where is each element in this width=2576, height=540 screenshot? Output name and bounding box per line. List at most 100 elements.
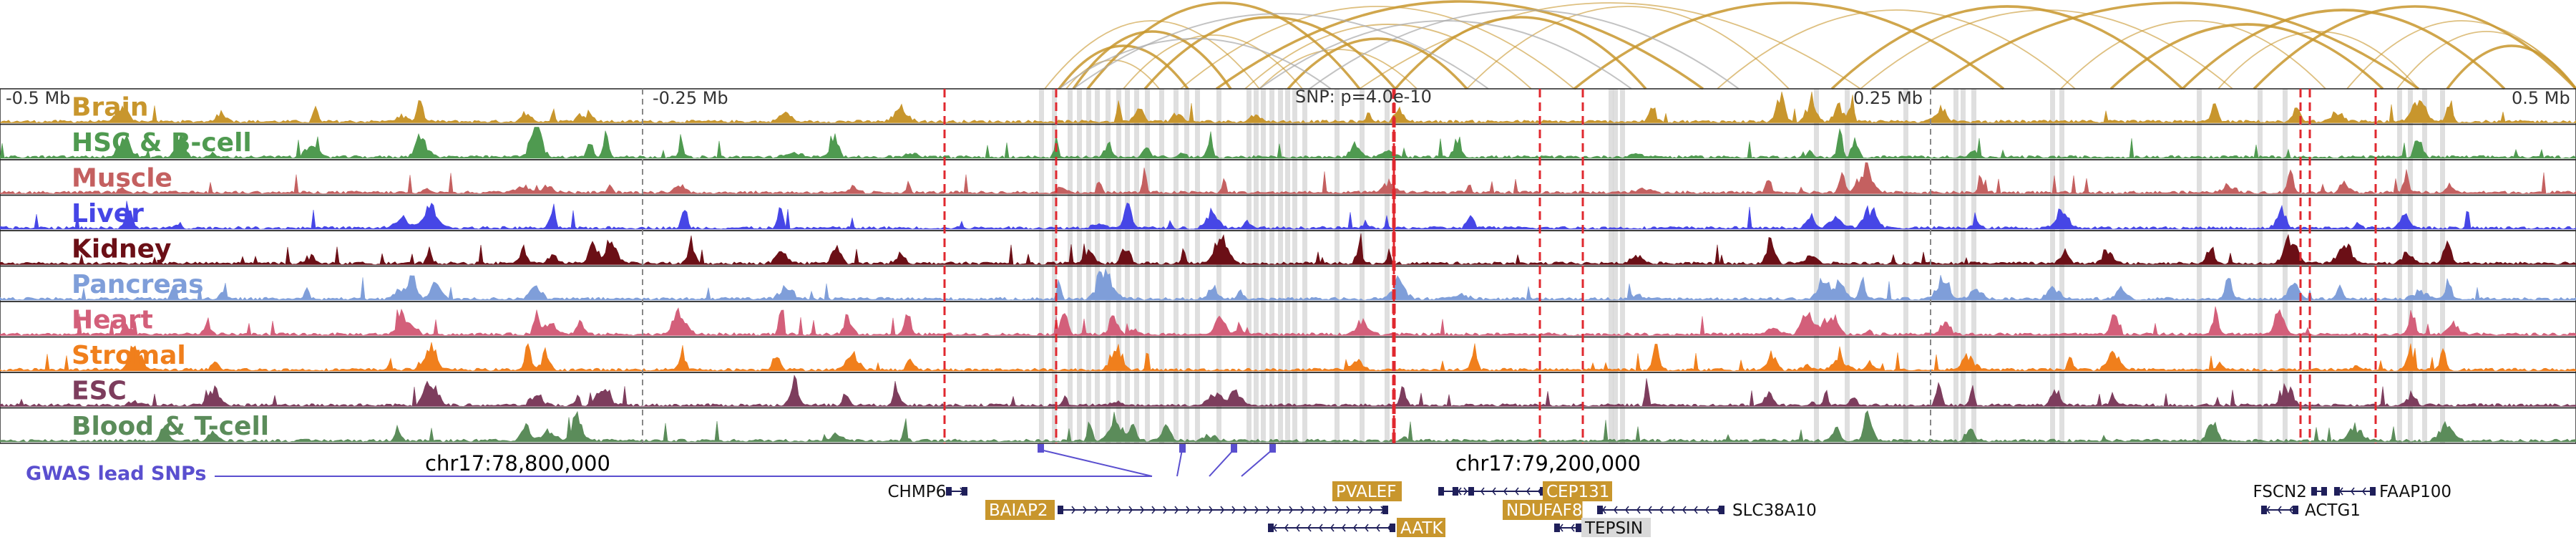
strand-arrow: [1352, 524, 1357, 532]
chromatin-loop: [1466, 6, 1790, 90]
track-signal: [0, 233, 2576, 265]
scale-label-mid-left: -0.25 Mb: [653, 88, 728, 108]
track-7: Stromal: [0, 336, 2576, 373]
strand-arrow: [1330, 524, 1335, 532]
gene-label-faap100: FAAP100: [2379, 483, 2451, 501]
scale-label-right: 0.5 Mb: [2512, 88, 2570, 108]
strand-arrow: [1375, 524, 1380, 532]
strand-arrow: [1659, 506, 1664, 514]
red-marker-lines: [642, 89, 2377, 443]
strand-arrow: [1341, 524, 1346, 532]
scale-bar: -0.5 Mb -0.25 Mb SNP: p=4.0e-10 0.25 Mb …: [6, 87, 2570, 108]
chromatin-loop: [1058, 44, 1189, 90]
track-signal: [0, 306, 2576, 336]
strand-arrow: [1318, 524, 1323, 532]
exon: [946, 487, 952, 496]
gene-label-tepsin: TEPSIN: [1584, 519, 1643, 537]
gene-label-chmp6: CHMP6: [888, 483, 947, 501]
strand-arrow: [1514, 487, 1519, 496]
chromatin-loop: [1180, 6, 1575, 90]
chromatin-loop: [2396, 31, 2576, 90]
track-label: Liver: [72, 199, 144, 228]
strand-arrow: [1295, 524, 1300, 532]
track-signal: [0, 342, 2576, 372]
gene-highlight-box: [1332, 481, 1402, 501]
exon: [2311, 487, 2317, 496]
track-label: Blood & T-cell: [72, 412, 269, 441]
gene-label-slc38a10: SLC38A10: [1732, 501, 1817, 520]
strand-arrow: [1231, 506, 1236, 514]
strand-arrow: [1151, 506, 1156, 514]
strand-arrow: [1209, 506, 1214, 514]
strand-arrow: [1277, 506, 1282, 514]
strand-arrow: [1624, 506, 1629, 514]
strand-arrow: [2288, 506, 2293, 514]
strand-arrow: [1636, 506, 1641, 514]
gene-label-actg1: ACTG1: [2305, 501, 2361, 520]
strand-arrow: [1357, 506, 1362, 514]
exon: [1382, 506, 1388, 514]
track-9: Blood & T-cell: [0, 407, 2576, 444]
track-label: ESC: [72, 377, 127, 406]
gene-highlight-box: [1397, 518, 1445, 538]
strand-arrow: [1128, 506, 1133, 514]
chromatin-loop: [1830, 5, 2184, 90]
exon: [2321, 487, 2327, 496]
strand-arrow: [1289, 506, 1294, 514]
track-label: HSC & B-cell: [72, 128, 252, 158]
strand-arrow: [1312, 506, 1317, 514]
strand-arrow: [1346, 506, 1351, 514]
strand-arrow: [1570, 524, 1575, 532]
strand-arrow: [1480, 487, 1485, 496]
strand-arrow: [1300, 506, 1305, 514]
gwas-snp-marker: [1269, 444, 1276, 453]
exon: [1058, 506, 1063, 514]
gene-label-pvalef: PVALEF: [1336, 483, 1396, 501]
track-signal: [0, 375, 2576, 407]
gwas-snp-marker: [1179, 444, 1186, 453]
strand-arrow: [1117, 506, 1122, 514]
gwas-snp-link: [1241, 449, 1273, 477]
strand-arrow: [2350, 487, 2355, 496]
scale-label-mid-right: 0.25 Mb: [1853, 88, 1923, 108]
scale-label-snp: SNP: p=4.0e-10: [1295, 87, 1432, 107]
strand-arrow: [1335, 506, 1340, 514]
chromatin-loop: [1359, 2, 1861, 90]
strand-arrow: [1094, 506, 1099, 514]
coord-right: chr17:79,200,000: [1455, 451, 1641, 476]
strand-arrow: [1704, 506, 1709, 514]
chromatin-loop: [1717, 9, 2076, 90]
track-signal: [0, 268, 2576, 301]
strand-arrow: [1140, 506, 1145, 514]
strand-arrow: [1266, 506, 1271, 514]
chromatin-loop: [1394, 16, 1647, 90]
strand-arrow: [2361, 487, 2366, 496]
gwas-track: GWAS lead SNPs: [26, 444, 1276, 485]
track-label: Heart: [72, 306, 153, 335]
gwas-snp-marker: [1038, 444, 1044, 453]
exon: [1719, 506, 1724, 514]
track-label: Pancreas: [72, 270, 204, 299]
gwas-snp-marker: [1231, 444, 1237, 453]
chromatin-loop: [1244, 24, 1532, 90]
gwas-label: GWAS lead SNPs: [26, 463, 206, 485]
track-label: Stromal: [72, 341, 186, 370]
gwas-snp-link: [1176, 449, 1183, 477]
strand-arrow: [1670, 506, 1675, 514]
track-label: Brain: [72, 93, 148, 122]
chromatin-loop: [1860, 9, 2233, 90]
strand-arrow: [1220, 506, 1225, 514]
strand-arrow: [1174, 506, 1179, 514]
strand-arrow: [1083, 506, 1088, 514]
strand-arrow: [1106, 506, 1111, 514]
chromatin-loop: [2181, 9, 2506, 90]
gene-highlight-box: [1503, 500, 1583, 520]
exon: [1390, 524, 1395, 532]
gwas-snp-link: [1040, 449, 1153, 477]
chromatin-loop-grey: [1058, 38, 1332, 90]
strand-arrow: [1364, 524, 1369, 532]
strand-arrow: [2277, 506, 2282, 514]
